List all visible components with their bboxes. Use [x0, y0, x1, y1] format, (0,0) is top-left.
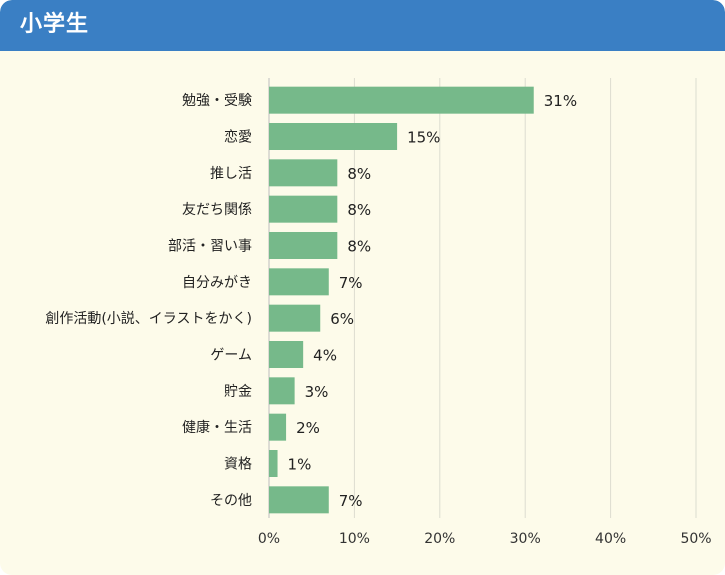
category-label: ゲーム	[210, 348, 252, 364]
bars	[269, 86, 534, 514]
category-label: 健康・生活	[182, 419, 252, 436]
data-label: 3%	[305, 383, 329, 401]
bar	[269, 377, 295, 405]
data-label: 6%	[330, 310, 354, 328]
x-axis-tick-labels: 0% 10% 20% 30% 40% 50%	[258, 531, 712, 547]
data-label: 31%	[544, 92, 577, 110]
header-bar: 小学生	[0, 0, 725, 51]
category-labels: 勉強・受験恋愛推し活友だち関係部活・習い事自分みがき創作活動(小説、イラストをか…	[45, 93, 252, 509]
category-label: 勉強・受験	[182, 93, 252, 109]
bar	[269, 450, 278, 477]
value-labels: 31% 15% 8% 8% 8% 7% 6% 4% 3% 2% 1% 7%	[288, 92, 578, 510]
data-label: 8%	[347, 238, 371, 256]
category-label: 創作活動(小説、イラストをかく)	[45, 311, 252, 327]
data-label: 7%	[339, 492, 363, 510]
category-label: 資格	[224, 457, 252, 473]
category-label: その他	[210, 493, 252, 509]
category-label: 推し活	[210, 166, 252, 182]
gridlines	[268, 78, 697, 518]
data-label: 1%	[288, 456, 312, 474]
bar	[269, 413, 287, 441]
bar	[269, 268, 329, 296]
bar	[269, 486, 329, 514]
category-label: 自分みがき	[182, 275, 252, 291]
bar	[269, 232, 338, 259]
data-label: 2%	[296, 419, 320, 437]
category-label: 友だち関係	[182, 202, 252, 218]
x-tick-label: 40%	[595, 531, 626, 547]
data-label: 15%	[407, 129, 440, 147]
data-label: 8%	[347, 201, 371, 219]
bar	[269, 123, 398, 150]
category-label: 恋愛	[224, 129, 252, 146]
bar	[269, 304, 321, 332]
data-label: 7%	[339, 274, 363, 292]
data-label: 8%	[347, 165, 371, 183]
bar	[269, 159, 338, 187]
x-tick-label: 30%	[510, 531, 541, 547]
bar	[269, 341, 304, 368]
bar	[269, 86, 534, 114]
category-label: 部活・習い事	[168, 239, 252, 255]
x-tick-label: 20%	[424, 531, 455, 547]
x-tick-label: 10%	[339, 531, 370, 547]
bar	[269, 195, 338, 223]
chart-title: 小学生	[20, 12, 90, 37]
x-tick-label: 0%	[258, 531, 280, 547]
data-label: 4%	[313, 347, 337, 365]
x-tick-label: 50%	[680, 531, 711, 547]
category-label: 貯金	[224, 384, 252, 400]
